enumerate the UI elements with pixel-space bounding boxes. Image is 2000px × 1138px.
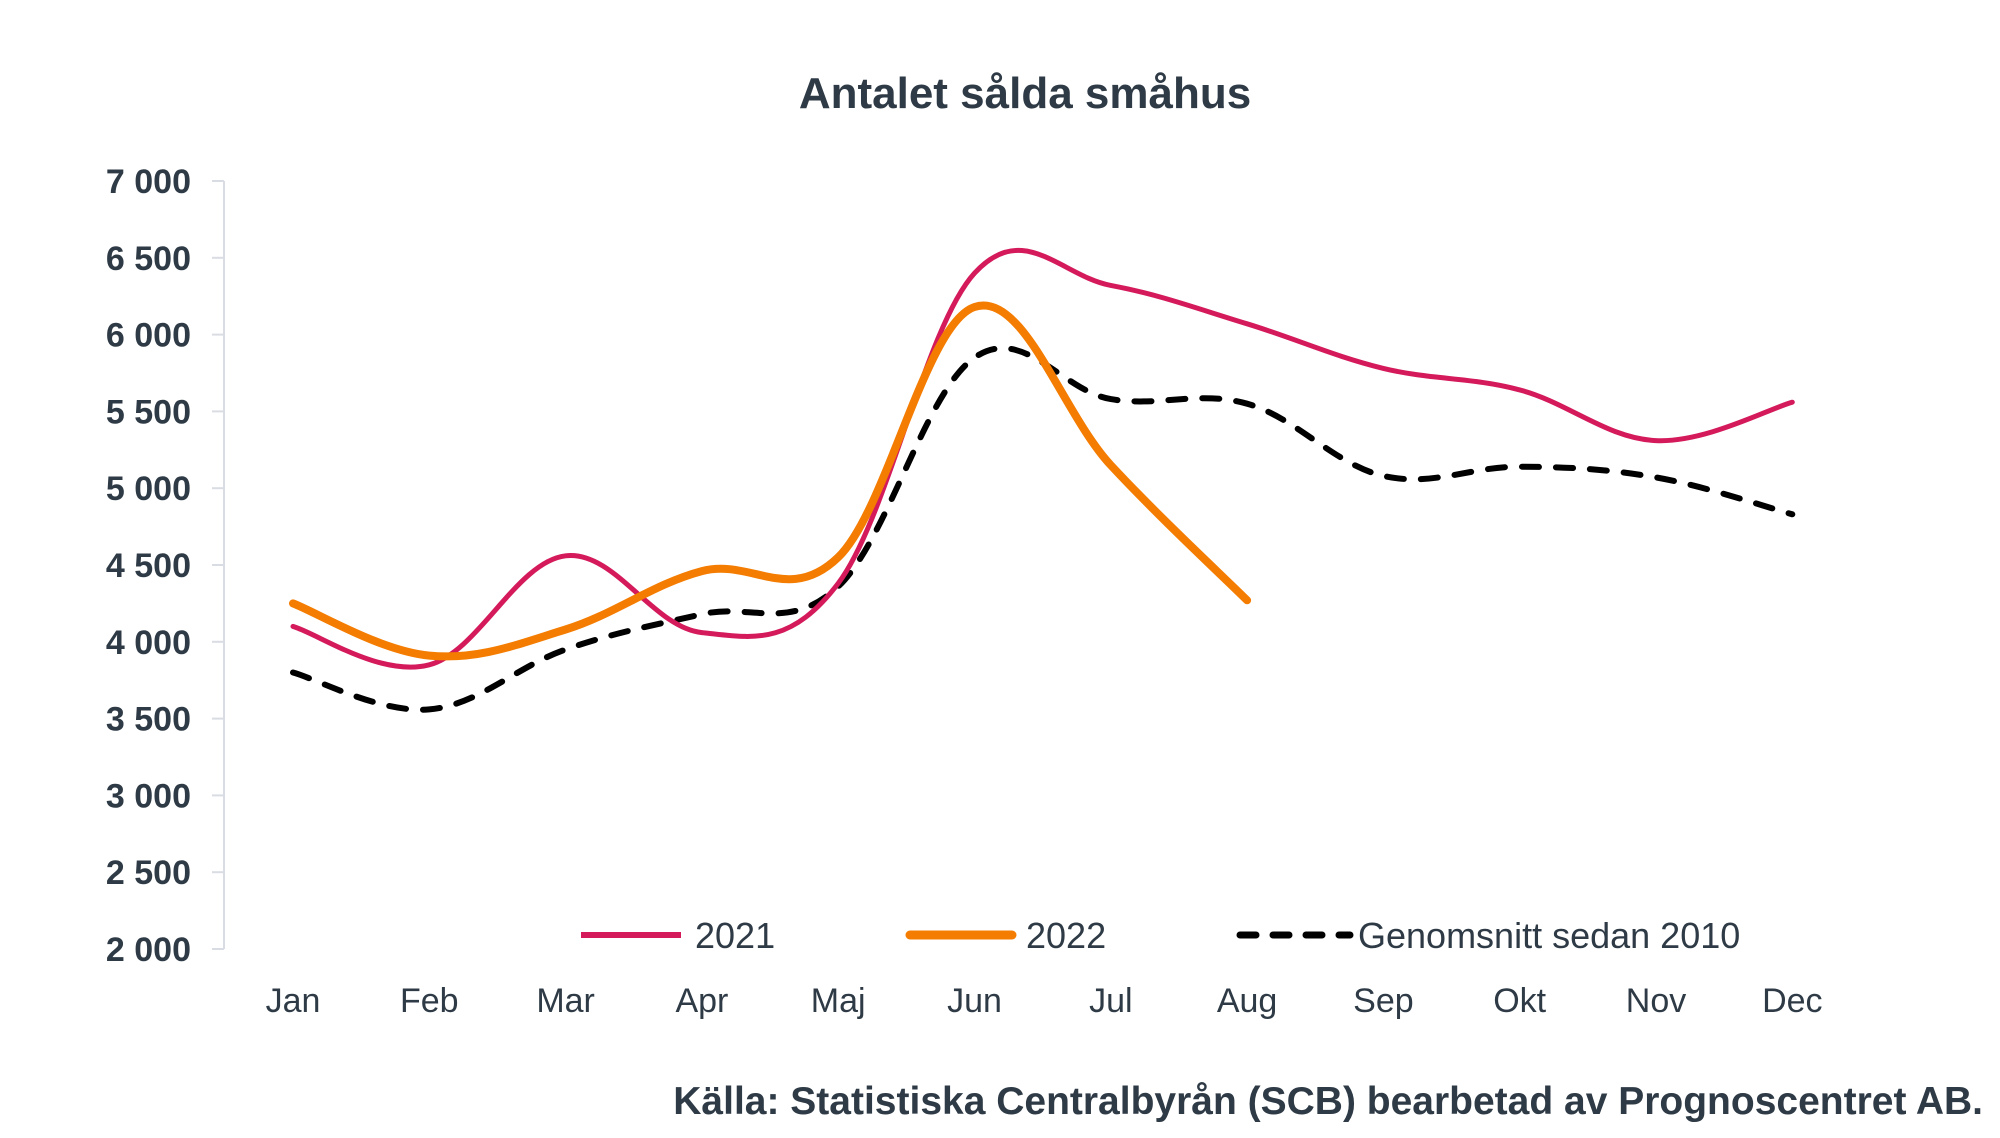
series-2021-line <box>290 248 1795 670</box>
y-tick-label: 6 500 <box>106 240 191 278</box>
y-tick-label: 5 500 <box>106 393 191 431</box>
x-tick-label: Maj <box>811 982 866 1020</box>
chart-title: Antalet sålda småhus <box>799 69 1251 118</box>
x-tick-label: Aug <box>1217 982 1278 1020</box>
x-tick-label: Sep <box>1353 982 1414 1020</box>
y-tick-label: 7 000 <box>106 163 191 201</box>
x-tick-label: Okt <box>1493 982 1546 1020</box>
x-axis: Jan Feb Mar Apr Maj Jun Jul Aug Sep Okt Nov Dec <box>266 982 1823 1020</box>
series-average-line <box>290 345 1796 713</box>
y-tick-label: 6 000 <box>106 317 191 355</box>
x-tick-label: Jan <box>266 982 321 1020</box>
y-tick-label: 2 000 <box>106 931 191 969</box>
y-axis: 2 000 2 500 3 000 3 500 4 000 4 500 5 000 5 500… <box>106 163 225 969</box>
y-tick-label: 3 500 <box>106 701 191 739</box>
x-tick-label: Apr <box>675 982 728 1020</box>
series-layer <box>289 248 1796 713</box>
legend-label-average: Genomsnitt sedan 2010 <box>1358 915 1740 956</box>
y-tick-label: 5 000 <box>106 470 191 508</box>
legend-label-2022: 2022 <box>1026 915 1106 956</box>
y-tick-label: 3 000 <box>106 777 191 815</box>
legend-label-2021: 2021 <box>695 915 775 956</box>
y-tick-label: 4 000 <box>106 624 191 662</box>
y-tick-label: 2 500 <box>106 854 191 892</box>
series-2022-line <box>289 301 1252 661</box>
x-tick-label: Feb <box>400 982 459 1020</box>
y-tick-label: 4 500 <box>106 547 191 585</box>
legend: 2021 2022 Genomsnitt sedan 2010 <box>581 915 1740 956</box>
x-tick-label: Nov <box>1626 982 1686 1020</box>
x-tick-label: Mar <box>536 982 595 1020</box>
x-tick-label: Jun <box>947 982 1002 1020</box>
x-tick-label: Dec <box>1762 982 1822 1020</box>
x-tick-label: Jul <box>1089 982 1132 1020</box>
source-note: Källa: Statistiska Centralbyrån (SCB) be… <box>673 1080 1983 1123</box>
